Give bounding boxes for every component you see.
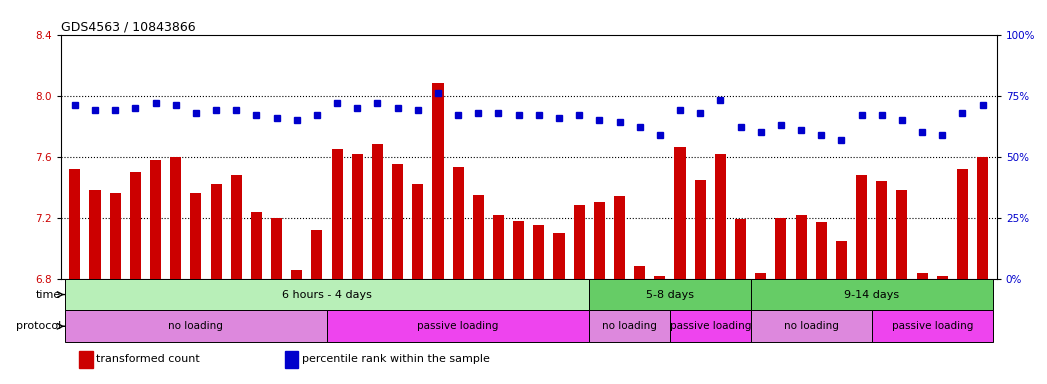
Bar [130, 172, 141, 279]
Bar [574, 205, 584, 279]
Bar [352, 154, 363, 279]
Bar [751, 279, 993, 310]
Bar [634, 266, 645, 279]
Bar [872, 310, 993, 342]
Text: no loading: no loading [169, 321, 223, 331]
Bar [751, 310, 872, 342]
Text: no loading: no loading [784, 321, 839, 331]
Bar [452, 167, 464, 279]
Bar [937, 276, 948, 279]
Bar [392, 164, 403, 279]
Bar [372, 144, 383, 279]
Bar [876, 181, 887, 279]
Bar [977, 157, 988, 279]
Bar [589, 310, 670, 342]
Bar [533, 225, 544, 279]
Bar [916, 273, 928, 279]
Bar [210, 184, 222, 279]
Bar [150, 160, 161, 279]
Bar [715, 154, 726, 279]
Bar [110, 193, 120, 279]
Bar [327, 310, 589, 342]
Text: no loading: no loading [602, 321, 658, 331]
Bar [311, 230, 322, 279]
Bar [65, 310, 327, 342]
Bar [171, 157, 181, 279]
Bar [654, 276, 666, 279]
Text: passive loading: passive loading [891, 321, 973, 331]
Bar [65, 279, 589, 310]
Bar [413, 184, 423, 279]
Bar [735, 219, 747, 279]
Bar [291, 270, 303, 279]
Bar [856, 175, 867, 279]
Bar [957, 169, 968, 279]
Bar [251, 212, 262, 279]
Bar [271, 218, 282, 279]
Bar [191, 193, 201, 279]
Bar [286, 351, 298, 368]
Bar [694, 179, 706, 279]
Bar [594, 202, 605, 279]
Bar [896, 190, 908, 279]
Bar [836, 240, 847, 279]
Text: 9-14 days: 9-14 days [844, 290, 899, 300]
Bar [80, 351, 92, 368]
Bar [755, 273, 766, 279]
Bar [89, 190, 101, 279]
Bar [614, 196, 625, 279]
Bar [796, 215, 806, 279]
Bar [432, 83, 444, 279]
Text: transformed count: transformed count [96, 354, 200, 364]
Bar [332, 149, 342, 279]
Text: percentile rank within the sample: percentile rank within the sample [303, 354, 490, 364]
Bar [670, 310, 751, 342]
Bar [554, 233, 564, 279]
Text: 5-8 days: 5-8 days [646, 290, 694, 300]
Bar [589, 279, 751, 310]
Bar [473, 195, 484, 279]
Text: passive loading: passive loading [670, 321, 751, 331]
Bar [69, 169, 81, 279]
Bar [493, 215, 504, 279]
Bar [230, 175, 242, 279]
Bar [513, 221, 525, 279]
Text: time: time [36, 290, 61, 300]
Text: passive loading: passive loading [418, 321, 498, 331]
Bar [816, 222, 827, 279]
Text: GDS4563 / 10843866: GDS4563 / 10843866 [61, 20, 196, 33]
Text: protocol: protocol [16, 321, 61, 331]
Bar [776, 218, 786, 279]
Text: 6 hours - 4 days: 6 hours - 4 days [282, 290, 372, 300]
Bar [674, 147, 686, 279]
